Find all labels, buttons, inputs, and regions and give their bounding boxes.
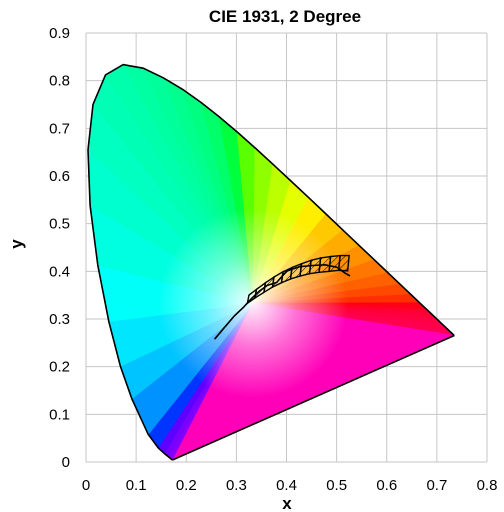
x-tick-label: 0.4 [276, 477, 297, 494]
y-tick-label: 0.6 [49, 168, 70, 185]
y-tick-label: 0.3 [49, 311, 70, 328]
y-tick-label: 0.9 [49, 25, 70, 42]
x-tick-label: 0.1 [126, 477, 147, 494]
y-tick-label: 0 [62, 454, 70, 471]
y-tick-label: 0.4 [49, 263, 70, 280]
y-tick-label: 0.7 [49, 120, 70, 137]
color-gamut-fill [78, 50, 466, 469]
y-tick-label: 0.5 [49, 216, 70, 233]
y-tick-label: 0.8 [49, 73, 70, 90]
x-tick-label: 0.3 [226, 477, 247, 494]
y-tick-label: 0.1 [49, 406, 70, 423]
y-tick-label: 0.2 [49, 359, 70, 376]
x-axis-label: x [282, 494, 292, 512]
y-axis-label: y [7, 239, 26, 249]
x-tick-label: 0.8 [477, 477, 498, 494]
white-point-glow [158, 208, 348, 398]
x-tick-label: 0.2 [176, 477, 197, 494]
x-tick-label: 0.6 [376, 477, 397, 494]
x-tick-label: 0.5 [326, 477, 347, 494]
x-tick-label: 0 [82, 477, 90, 494]
quadrangle-bin [339, 256, 350, 271]
x-tick-label: 0.7 [426, 477, 447, 494]
chart-title: CIE 1931, 2 Degree [209, 7, 361, 26]
